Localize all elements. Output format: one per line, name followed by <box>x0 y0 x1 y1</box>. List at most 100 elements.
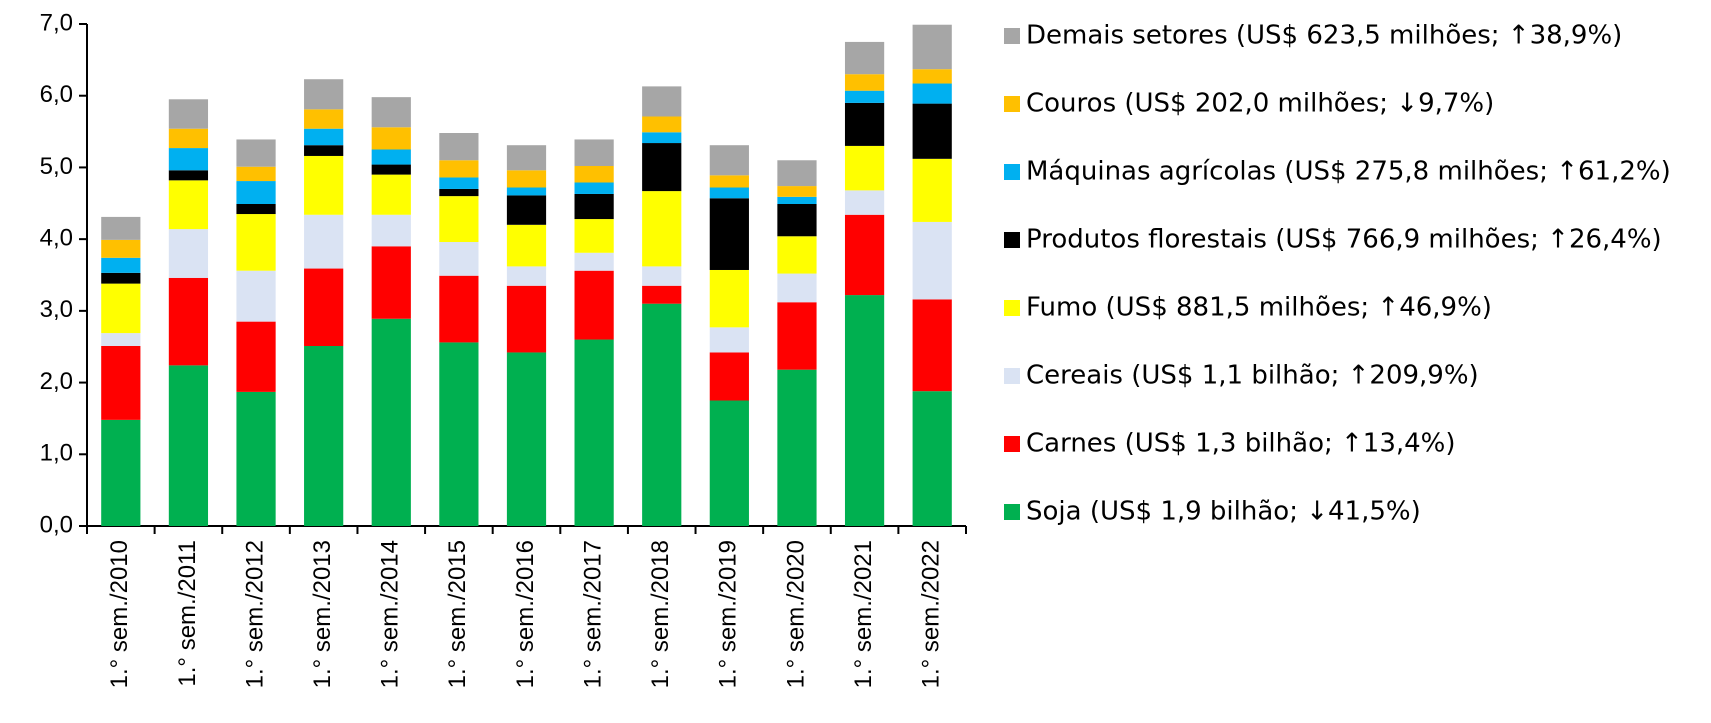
bar-segment <box>168 229 209 278</box>
bar-segment <box>236 321 276 392</box>
bar-segment <box>101 419 141 526</box>
bar-segment <box>642 266 682 286</box>
bar-segment <box>777 196 817 205</box>
x-tick-label: 1.° sem./2018 <box>647 540 674 688</box>
bar-segment <box>777 273 817 303</box>
bar-segment <box>371 174 411 215</box>
bar-segment <box>304 128 344 146</box>
bar-segment <box>709 269 749 328</box>
bar-segment <box>101 272 141 284</box>
bar-segment <box>642 285 682 304</box>
bar-segment <box>304 79 344 110</box>
bar-segment <box>439 342 479 526</box>
bar-segment <box>101 257 141 273</box>
bar-segment <box>574 139 614 166</box>
legend-label: Carnes (US$ 1,3 bilhão; ↑13,4%) <box>1026 429 1456 459</box>
legend-swatch <box>1004 368 1020 384</box>
bar-segment <box>506 285 547 353</box>
legend-label: Soja (US$ 1,9 bilhão; ↓41,5%) <box>1026 497 1421 527</box>
legend-label: Máquinas agrícolas (US$ 275,8 milhões; ↑… <box>1026 157 1671 187</box>
bar-segment <box>168 180 209 230</box>
x-tick-label: 1.° sem./2015 <box>444 540 471 688</box>
bar-segment <box>236 204 276 215</box>
bar-segment <box>168 148 209 171</box>
bar-segment <box>912 24 952 70</box>
bar-segment <box>709 400 749 526</box>
bar-segment <box>506 266 547 286</box>
bar-segment <box>777 186 817 197</box>
bar-segment <box>912 69 952 84</box>
legend-swatch <box>1004 96 1020 112</box>
bar-segment <box>642 143 682 192</box>
bar-segment <box>236 391 276 526</box>
bar-segment <box>506 224 547 267</box>
y-tick-label: 7,0 <box>40 9 73 36</box>
bar-segment <box>101 345 141 420</box>
bar-segment <box>439 275 479 343</box>
legend-swatch <box>1004 28 1020 44</box>
bar-segment <box>101 216 141 240</box>
y-tick-label: 5,0 <box>40 153 73 180</box>
bar-segment <box>642 86 682 117</box>
bar-segment <box>168 170 209 181</box>
y-tick-label: 6,0 <box>40 81 73 108</box>
bar-segment <box>506 195 547 225</box>
bar-segment <box>574 252 614 271</box>
bar-segment <box>777 369 817 526</box>
bar-segment <box>304 345 344 526</box>
bar-segment <box>709 327 749 353</box>
bar-segment <box>912 158 952 222</box>
bar-segment <box>304 109 344 129</box>
bar-segment <box>777 160 817 187</box>
bar-segment <box>777 302 817 370</box>
bar-segment <box>168 99 209 129</box>
bar-segment <box>304 214 344 269</box>
x-tick-label: 1.° sem./2010 <box>106 540 133 688</box>
x-tick-label: 1.° sem./2017 <box>579 540 606 688</box>
legend-label: Cereais (US$ 1,1 bilhão; ↑209,9%) <box>1026 361 1479 391</box>
bar-segment <box>574 270 614 340</box>
bar-segment <box>844 214 885 296</box>
x-tick-label: 1.° sem./2016 <box>512 540 539 688</box>
bar-segment <box>506 145 547 171</box>
legend-swatch <box>1004 504 1020 520</box>
bar-segment <box>439 242 479 276</box>
bar-segment <box>574 182 614 194</box>
legend-label: Produtos florestais (US$ 766,9 milhões; … <box>1026 225 1662 255</box>
bar-segment <box>574 193 614 220</box>
bar-segment <box>439 160 479 178</box>
bar-segment <box>304 145 344 156</box>
bar-segment <box>236 166 276 182</box>
y-tick-label: 1,0 <box>40 440 73 467</box>
bar-segment <box>506 170 547 188</box>
x-tick-label: 1.° sem./2014 <box>377 540 404 688</box>
bar-segment <box>101 239 141 258</box>
bar-segment <box>236 181 276 205</box>
x-tick-label: 1.° sem./2012 <box>241 540 268 688</box>
bar-segment <box>168 365 209 526</box>
bar-segment <box>439 188 479 197</box>
legend-swatch <box>1004 436 1020 452</box>
bar-segment <box>236 214 276 271</box>
bar-segment <box>101 333 141 346</box>
bar-segment <box>912 299 952 392</box>
bar-segment <box>506 187 547 196</box>
bar-segment <box>844 74 885 91</box>
bar-segment <box>709 145 749 176</box>
bar-segment <box>506 352 547 526</box>
bar-segment <box>709 187 749 199</box>
bar-segment <box>168 277 209 366</box>
y-tick-label: 3,0 <box>40 296 73 323</box>
bar-segment <box>844 190 885 215</box>
bar-segment <box>844 90 885 103</box>
legend-label: Fumo (US$ 881,5 milhões; ↑46,9%) <box>1026 293 1492 323</box>
y-tick-label: 4,0 <box>40 224 73 251</box>
bar-segment <box>304 155 344 215</box>
x-tick-label: 1.° sem./2019 <box>715 540 742 688</box>
x-tick-label: 1.° sem./2013 <box>309 540 336 688</box>
bar-segment <box>236 139 276 167</box>
y-tick-label: 2,0 <box>40 368 73 395</box>
bar-segment <box>844 145 885 191</box>
bar-segment <box>439 177 479 189</box>
bar-segment <box>844 41 885 75</box>
